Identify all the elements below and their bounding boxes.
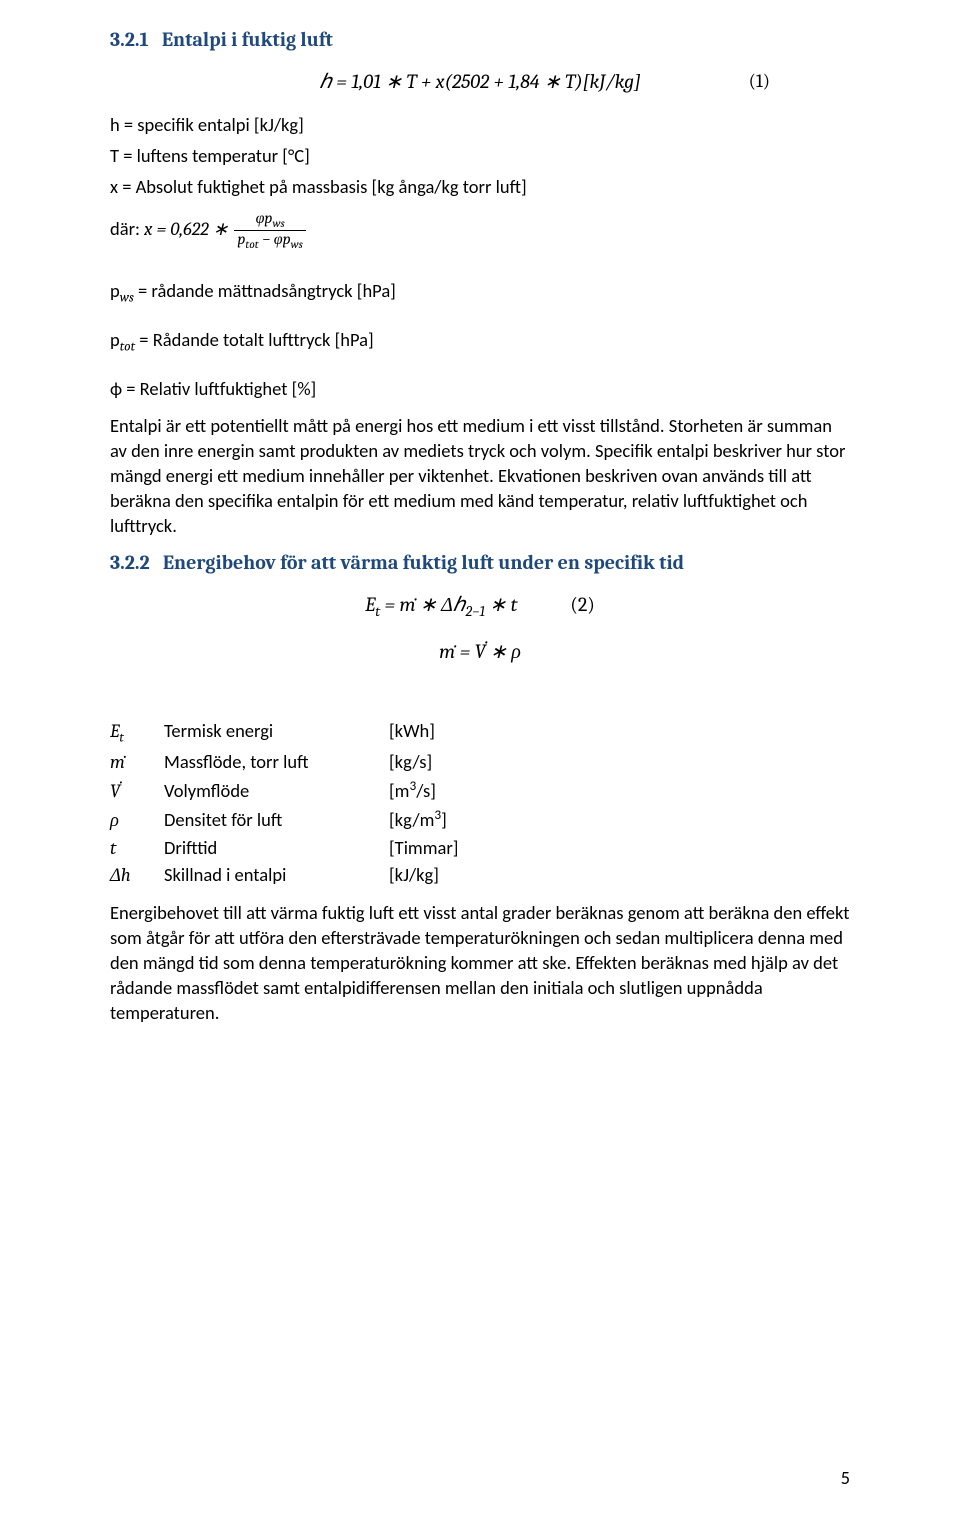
section2-body: Energibehovet till att värma fuktig luft… bbox=[110, 901, 850, 1026]
heading-title-2: Energibehov för att värma fuktig luft un… bbox=[163, 551, 684, 574]
sym-et: Et bbox=[110, 717, 164, 748]
desc-et: Termisk energi bbox=[164, 717, 389, 748]
unit-vdot: [m3/s] bbox=[389, 775, 468, 804]
sym-vdot: V̇ bbox=[110, 775, 164, 804]
equation-1-formula: ℎ = 1,01 ∗ T + x(2502 + 1,84 ∗ T)[kJ/kg] bbox=[319, 70, 641, 93]
unit-dh: [kJ/kg] bbox=[389, 861, 468, 889]
equation-1: ℎ = 1,01 ∗ T + x(2502 + 1,84 ∗ T)[kJ/kg]… bbox=[110, 69, 850, 95]
equation-1-number: (1) bbox=[749, 69, 770, 94]
def-h: h = specifik entalpi [kJ/kg] bbox=[110, 113, 850, 138]
def-pws: pws = rådande mättnadsångtryck [hPa] bbox=[110, 279, 850, 308]
heading-number-2: 3.2.2 bbox=[110, 551, 150, 574]
equation-2-formula: Et = ṁ ∗ Δℎ2−1 ∗ t (2) bbox=[365, 593, 595, 616]
equation-3-formula: ṁ = V̇ ∗ ρ bbox=[439, 640, 521, 663]
desc-vdot: Volymflöde bbox=[164, 775, 389, 804]
def-ptot: ptot = Rådande totalt lufttryck [hPa] bbox=[110, 328, 850, 357]
heading-3-2-1: 3.2.1 Entalpi i fuktig luft bbox=[110, 28, 850, 51]
table-row: V̇ Volymflöde [m3/s] bbox=[110, 775, 468, 804]
page: 3.2.1 Entalpi i fuktig luft ℎ = 1,01 ∗ T… bbox=[0, 0, 960, 1515]
desc-t: Drifttid bbox=[164, 834, 389, 861]
unit-mdot: [kg/s] bbox=[389, 748, 468, 775]
x-fraction: φpws ptot − φpws bbox=[234, 210, 306, 252]
desc-dh: Skillnad i entalpi bbox=[164, 861, 389, 889]
def-t: T = luftens temperatur [°C] bbox=[110, 144, 850, 169]
table-row: ρ Densitet för luft [kg/m3] bbox=[110, 804, 468, 834]
table-row: Et Termisk energi [kWh] bbox=[110, 717, 468, 748]
def-phi: ϕ = Relativ luftfuktighet [%] bbox=[110, 377, 850, 402]
sym-mdot: ṁ bbox=[110, 748, 164, 775]
equation-3: ṁ = V̇ ∗ ρ bbox=[110, 639, 850, 665]
x-equals: x = 0,622 ∗ bbox=[144, 218, 232, 240]
sym-t: t bbox=[110, 834, 164, 861]
section1-body: Entalpi är ett potentiellt mått på energ… bbox=[110, 414, 850, 539]
equation-2: Et = ṁ ∗ Δℎ2−1 ∗ t (2) bbox=[110, 592, 850, 622]
unit-et: [kWh] bbox=[389, 717, 468, 748]
heading-title: Entalpi i fuktig luft bbox=[162, 28, 333, 51]
where-prefix: där: bbox=[110, 217, 144, 240]
definitions-table: Et Termisk energi [kWh] ṁ Massflöde, tor… bbox=[110, 717, 468, 889]
heading-3-2-2: 3.2.2 Energibehov för att värma fuktig l… bbox=[110, 551, 850, 574]
def-x: x = Absolut fuktighet på massbasis [kg å… bbox=[110, 175, 850, 200]
unit-rho: [kg/m3] bbox=[389, 804, 468, 834]
desc-mdot: Massflöde, torr luft bbox=[164, 748, 389, 775]
page-number: 5 bbox=[841, 1466, 850, 1489]
x-fraction-num: φpws bbox=[234, 210, 306, 230]
table-row: t Drifttid [Timmar] bbox=[110, 834, 468, 861]
unit-t: [Timmar] bbox=[389, 834, 468, 861]
table-row: ṁ Massflöde, torr luft [kg/s] bbox=[110, 748, 468, 775]
sym-rho: ρ bbox=[110, 804, 164, 834]
x-fraction-den: ptot − φpws bbox=[234, 230, 306, 251]
x-where-line: där: x = 0,622 ∗ φpws ptot − φpws bbox=[110, 210, 850, 252]
sym-dh: Δh bbox=[110, 861, 164, 889]
table-row: Δh Skillnad i entalpi [kJ/kg] bbox=[110, 861, 468, 889]
desc-rho: Densitet för luft bbox=[164, 804, 389, 834]
heading-number: 3.2.1 bbox=[110, 28, 149, 51]
